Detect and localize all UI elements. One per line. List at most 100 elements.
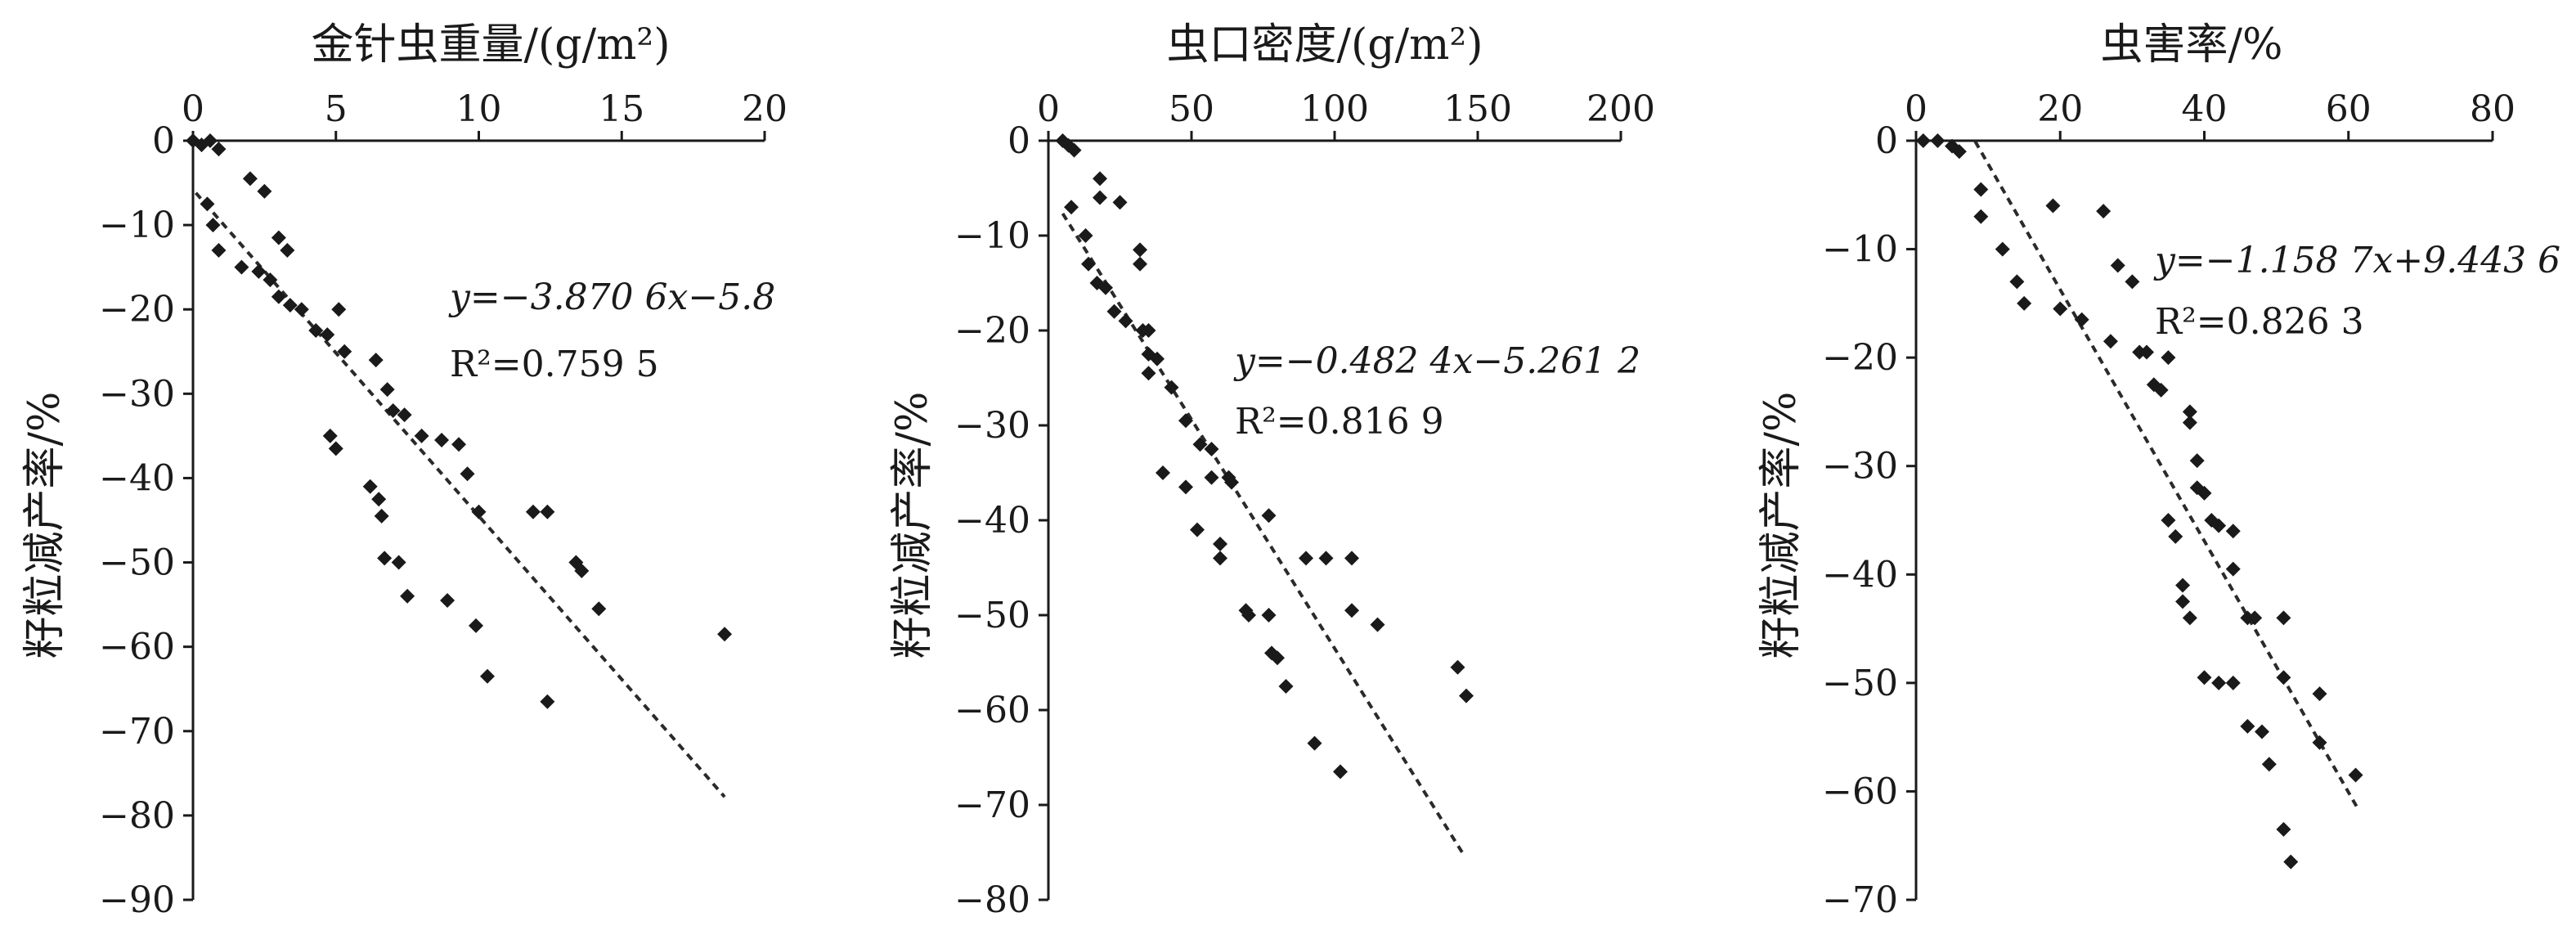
- y-tick-label: −30: [954, 405, 1030, 447]
- data-point: [2240, 718, 2255, 734]
- x-tick-label: 5: [325, 88, 348, 130]
- data-point: [451, 437, 467, 452]
- data-point: [1241, 608, 1256, 623]
- data-point: [2189, 453, 2205, 469]
- chart-title: 虫害率/%: [2101, 20, 2283, 70]
- data-point: [1261, 508, 1277, 524]
- data-point: [271, 230, 286, 245]
- data-point: [2283, 854, 2299, 870]
- data-point: [479, 668, 495, 684]
- y-tick-label: −70: [1822, 879, 1898, 921]
- y-tick-label: −10: [1822, 229, 1898, 271]
- r-squared-label: R²=0.759 5: [450, 344, 659, 385]
- data-point: [2096, 204, 2112, 219]
- y-tick-label: −20: [1822, 337, 1898, 379]
- data-point: [1224, 474, 1239, 490]
- data-point: [205, 218, 221, 233]
- data-point: [2247, 610, 2263, 626]
- data-point: [1093, 190, 1107, 205]
- data-point: [1156, 465, 1170, 480]
- data-point: [1133, 242, 1147, 258]
- data-point: [1204, 470, 1219, 485]
- y-tick-label: −50: [1822, 663, 1898, 704]
- data-point: [1141, 323, 1156, 338]
- data-point: [2197, 485, 2212, 501]
- y-tick-label: −70: [954, 784, 1030, 826]
- data-point: [2261, 757, 2277, 772]
- data-point: [469, 618, 484, 633]
- data-point: [1318, 551, 1334, 566]
- y-tick-label: −10: [99, 205, 175, 246]
- y-tick-label: −40: [99, 457, 175, 499]
- data-point: [400, 588, 415, 604]
- chart-panel-density: 虫口密度/(g/m²) 籽粒减产率/% y=−0.482 4x−5.261 2 …: [888, 20, 1655, 921]
- data-point: [2103, 334, 2118, 349]
- data-point: [263, 272, 278, 288]
- data-point: [200, 196, 215, 212]
- data-point: [2175, 578, 2191, 593]
- data-point: [414, 428, 429, 443]
- data-point: [2276, 610, 2291, 626]
- y-tick-label: 0: [1008, 120, 1030, 162]
- x-tick-label: 10: [456, 88, 502, 130]
- chart-title: 虫口密度/(g/m²): [1166, 20, 1483, 70]
- data-point: [2053, 301, 2068, 317]
- data-point: [1333, 764, 1348, 780]
- y-axis-label: 籽粒减产率/%: [888, 392, 937, 659]
- data-point: [2312, 686, 2327, 702]
- data-point: [1112, 195, 1128, 210]
- y-tick-label: −80: [99, 795, 175, 837]
- data-point: [1278, 679, 1294, 694]
- data-point: [2168, 528, 2183, 544]
- data-point: [2182, 415, 2197, 430]
- x-tick-label: 80: [2470, 88, 2515, 130]
- r-squared-label: R²=0.826 3: [2155, 301, 2364, 343]
- trendline: [194, 191, 726, 798]
- data-point: [234, 259, 249, 275]
- data-point: [2017, 295, 2032, 311]
- data-point: [1118, 313, 1133, 329]
- data-point: [379, 382, 395, 398]
- data-point: [471, 504, 487, 519]
- data-point: [1093, 171, 1107, 187]
- x-tick-label: 20: [2037, 88, 2083, 130]
- data-point: [368, 353, 384, 368]
- trendline: [1061, 212, 1465, 856]
- data-point: [1081, 256, 1096, 272]
- trendline: [1973, 140, 2361, 812]
- data-point: [2276, 821, 2291, 837]
- data-point: [1064, 200, 1079, 215]
- data-point: [211, 243, 227, 258]
- data-point: [1995, 241, 2010, 257]
- data-point: [440, 592, 456, 608]
- data-point: [434, 433, 450, 448]
- data-point: [591, 601, 607, 617]
- data-point: [1299, 551, 1313, 566]
- y-tick-label: −40: [954, 500, 1030, 542]
- data-point: [308, 323, 324, 338]
- data-point: [397, 407, 412, 423]
- x-tick-label: 100: [1300, 88, 1369, 130]
- chart-title: 金针虫重量/(g/m²): [311, 20, 670, 70]
- data-point: [1930, 133, 1945, 148]
- data-point: [1204, 442, 1219, 456]
- y-tick-label: −10: [954, 215, 1030, 257]
- data-point: [540, 504, 555, 519]
- y-axis-label: 籽粒减产率/%: [1757, 392, 1806, 659]
- data-point: [1098, 280, 1113, 295]
- y-tick-label: −50: [99, 542, 175, 584]
- data-point: [2153, 382, 2169, 398]
- data-point: [1078, 228, 1093, 243]
- data-point: [525, 504, 541, 519]
- data-point: [202, 133, 218, 148]
- y-axis-label: 籽粒减产率/%: [20, 392, 70, 659]
- data-point: [257, 183, 272, 199]
- data-point: [1344, 551, 1359, 566]
- data-point: [2255, 724, 2269, 739]
- data-point: [282, 298, 298, 313]
- data-point: [337, 344, 352, 359]
- data-point: [211, 142, 227, 157]
- regression-equation: y=−3.870 6x−5.8: [448, 276, 775, 318]
- x-tick-label: 50: [1169, 88, 1214, 130]
- chart-panel-weight: 金针虫重量/(g/m²) 籽粒减产率/% y=−3.870 6x−5.8 R²=…: [20, 20, 788, 921]
